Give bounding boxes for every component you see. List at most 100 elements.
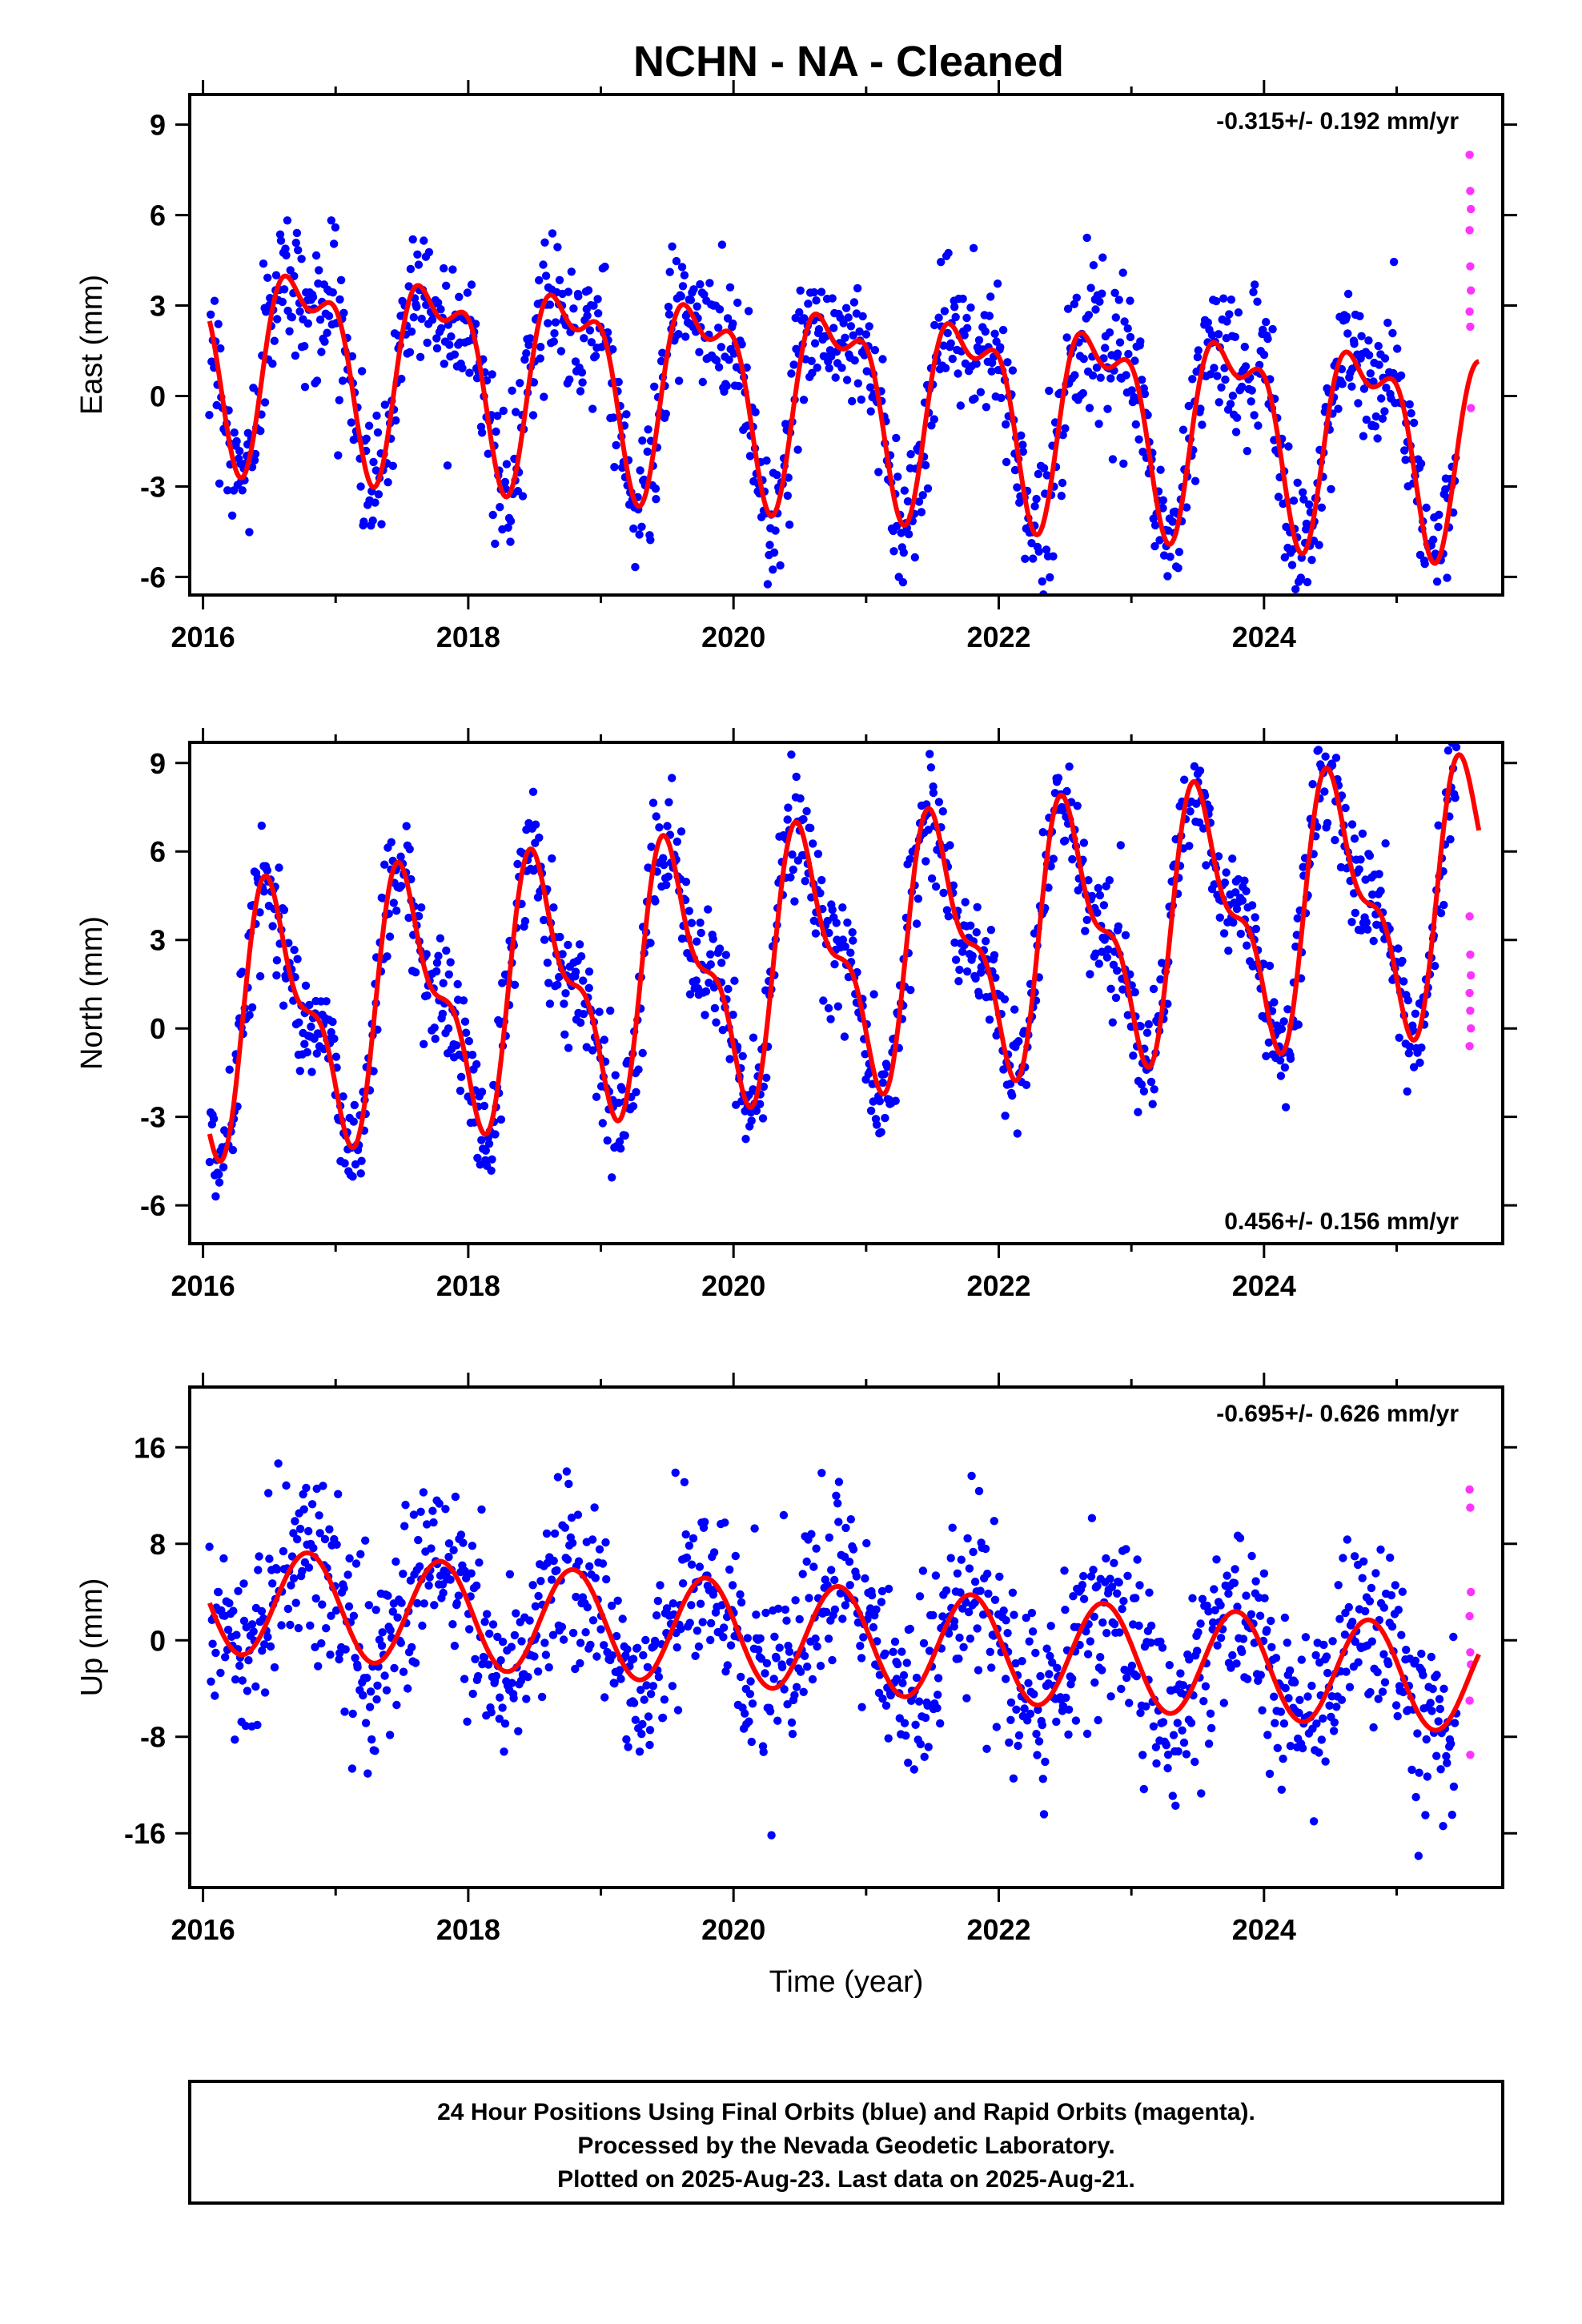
final-orbit-point (646, 939, 655, 947)
final-orbit-point (238, 967, 247, 976)
final-orbit-point (454, 1591, 463, 1600)
final-orbit-point (1229, 918, 1238, 927)
final-orbit-point (987, 1663, 996, 1672)
final-orbit-point (1442, 1751, 1451, 1761)
final-orbit-point (725, 283, 735, 292)
final-orbit-point (336, 275, 346, 284)
final-orbit-point (577, 368, 587, 377)
final-orbit-point (1041, 1757, 1050, 1767)
final-orbit-point (963, 967, 972, 976)
final-orbit-point (909, 1765, 919, 1774)
final-orbit-point (481, 1146, 490, 1156)
final-orbit-point (374, 490, 383, 499)
final-orbit-point (283, 216, 292, 225)
final-orbit-point (646, 1690, 656, 1699)
final-orbit-point (357, 367, 367, 376)
final-orbit-point (1366, 1687, 1375, 1697)
final-orbit-point (933, 1703, 942, 1713)
final-orbit-point (591, 352, 600, 360)
final-orbit-point (825, 928, 833, 938)
final-orbit-point (331, 223, 340, 232)
final-orbit-point (982, 937, 990, 946)
final-orbit-point (348, 1172, 357, 1181)
final-orbit-point (1368, 890, 1377, 899)
final-orbit-point (825, 1533, 834, 1542)
final-orbit-point (1307, 556, 1316, 565)
final-orbit-point (484, 1660, 493, 1669)
final-orbit-point (468, 1051, 477, 1059)
final-orbit-point (976, 1586, 985, 1595)
final-orbit-point (1330, 723, 1338, 731)
final-orbit-point (648, 798, 658, 807)
final-orbit-point (673, 1706, 683, 1715)
final-orbit-point (472, 1581, 481, 1590)
final-orbit-point (408, 1642, 416, 1652)
final-orbit-point (1082, 915, 1091, 925)
final-orbit-point (725, 1565, 734, 1574)
final-orbit-point (1411, 1656, 1420, 1665)
final-orbit-point (993, 279, 1002, 288)
final-orbit-point (914, 497, 924, 506)
final-orbit-point (1084, 311, 1094, 320)
final-orbit-point (1063, 304, 1073, 313)
final-orbit-point (1061, 836, 1070, 846)
final-orbit-point (1012, 1705, 1021, 1714)
final-orbit-point (1092, 363, 1102, 372)
final-orbit-point (686, 296, 696, 304)
final-orbit-point (544, 319, 552, 328)
final-orbit-point (443, 461, 452, 470)
final-orbit-point (1334, 1581, 1343, 1590)
final-orbit-point (1178, 1726, 1186, 1735)
final-orbit-point (322, 997, 331, 1006)
final-orbit-point (1298, 1743, 1307, 1753)
final-orbit-point (1283, 1638, 1292, 1647)
final-orbit-point (1301, 1633, 1311, 1642)
final-orbit-point (1378, 1687, 1387, 1696)
final-orbit-point (335, 295, 344, 304)
final-orbit-point (1190, 762, 1199, 771)
rapid-orbit-point (1467, 1587, 1476, 1597)
final-orbit-point (452, 1041, 461, 1050)
final-orbit-point (769, 565, 777, 574)
final-orbit-point (813, 363, 821, 372)
final-orbit-point (1102, 1629, 1111, 1638)
final-orbit-point (846, 1515, 856, 1524)
final-orbit-point (1216, 1601, 1225, 1610)
y-tick-label: 8 (150, 1528, 166, 1561)
final-orbit-point (1403, 1087, 1411, 1096)
final-orbit-point (1127, 1661, 1137, 1671)
final-orbit-point (900, 486, 909, 495)
final-orbit-point (383, 1591, 392, 1600)
final-orbit-point (1202, 861, 1211, 870)
final-orbit-point (1351, 1637, 1359, 1647)
final-orbit-point (1014, 1037, 1023, 1046)
final-orbit-point (635, 1747, 644, 1756)
final-orbit-point (762, 456, 771, 465)
final-orbit-point (1111, 313, 1121, 322)
final-orbit-point (1251, 1577, 1260, 1586)
final-orbit-point (390, 1663, 399, 1673)
final-orbit-point (271, 271, 281, 279)
final-orbit-point (560, 1523, 569, 1532)
final-orbit-point (420, 1599, 428, 1608)
final-orbit-point (1034, 1705, 1042, 1715)
final-orbit-point (302, 1483, 311, 1493)
final-orbit-point (1198, 420, 1207, 429)
final-orbit-point (418, 1621, 427, 1630)
final-orbit-point (1034, 1737, 1044, 1746)
final-orbit-point (1163, 1751, 1173, 1759)
final-orbit-point (328, 288, 337, 297)
final-orbit-point (571, 967, 580, 976)
final-orbit-point (531, 1602, 540, 1611)
final-orbit-point (400, 1522, 409, 1530)
final-orbit-point (517, 1637, 526, 1646)
final-orbit-point (299, 1490, 307, 1499)
final-orbit-point (549, 337, 558, 346)
final-orbit-point (1026, 1709, 1035, 1719)
final-orbit-point (970, 394, 979, 403)
final-orbit-point (869, 1622, 878, 1632)
final-orbit-point (301, 981, 311, 991)
final-orbit-point (892, 433, 901, 443)
final-orbit-point (1295, 1708, 1303, 1718)
final-orbit-point (368, 516, 377, 525)
